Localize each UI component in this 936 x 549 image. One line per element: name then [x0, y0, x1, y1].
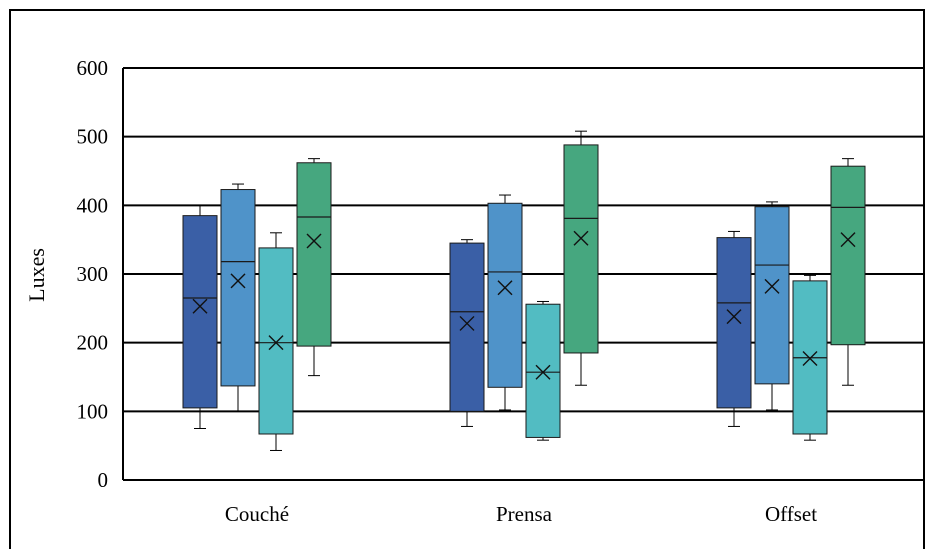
gridlines [122, 67, 923, 481]
y-tick-label: 100 [77, 399, 109, 423]
y-tick-label: 200 [77, 331, 109, 355]
y-tick-label: 500 [77, 125, 109, 149]
box-body [182, 215, 218, 409]
x-tick-label: Couché [225, 502, 289, 526]
box-2-1 [754, 201, 790, 411]
box-body [220, 189, 256, 387]
box-body [296, 162, 332, 347]
x-tick-label: Prensa [496, 502, 553, 526]
mean-marker [573, 230, 589, 246]
mean-marker [192, 298, 208, 314]
box-2-3 [830, 158, 866, 386]
box-1-0 [449, 239, 485, 427]
mean-marker [230, 273, 246, 289]
box-2-2 [792, 274, 828, 441]
box-body [754, 206, 790, 385]
mean-marker [306, 233, 322, 249]
box-body [563, 144, 599, 354]
box-0-3 [296, 158, 332, 377]
mean-marker [459, 315, 475, 331]
y-tick-label: 0 [98, 468, 109, 492]
mean-marker [726, 309, 742, 325]
mean-marker [840, 232, 856, 248]
mean-marker [764, 278, 780, 294]
box-0-2 [258, 232, 294, 451]
box-1-2 [525, 300, 561, 441]
box-1-1 [487, 194, 523, 411]
mean-marker [802, 350, 818, 366]
box-body [487, 202, 523, 388]
box-plot-chart: 0 100 200 300 400 500 600 Couché Prensa Offset L… [24, 56, 923, 526]
mean-marker [497, 280, 513, 296]
mean-marker [268, 335, 284, 351]
box-1-3 [563, 130, 599, 386]
mean-marker [535, 364, 551, 380]
x-axis-ticks: Couché Prensa Offset [225, 502, 817, 526]
box-body [449, 242, 485, 412]
box-body [258, 247, 294, 435]
box-0-1 [220, 183, 256, 412]
y-tick-label: 400 [77, 193, 109, 217]
x-tick-label: Offset [765, 502, 817, 526]
y-axis-ticks: 0 100 200 300 400 500 600 [77, 56, 109, 492]
box-body [830, 165, 866, 346]
y-tick-label: 600 [77, 56, 109, 80]
y-tick-label: 300 [77, 262, 109, 286]
box-body [525, 303, 561, 438]
box-series [182, 130, 866, 451]
y-axis-label: Luxes [24, 248, 49, 302]
box-0-0 [182, 204, 218, 429]
box-body [716, 237, 752, 409]
box-2-0 [716, 230, 752, 427]
